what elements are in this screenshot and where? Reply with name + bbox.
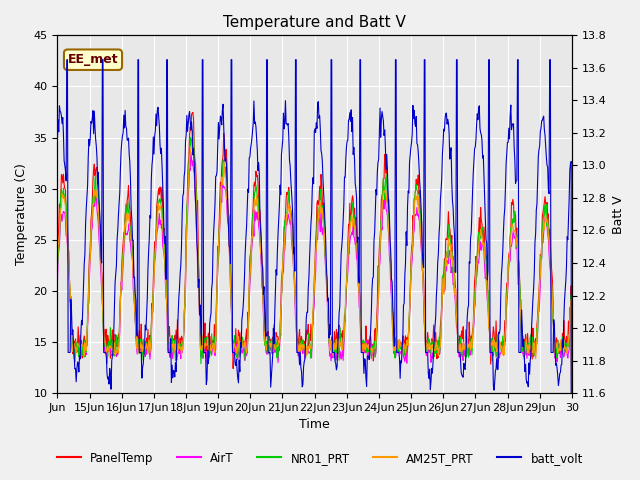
X-axis label: Time: Time xyxy=(300,419,330,432)
Text: EE_met: EE_met xyxy=(68,53,118,66)
Y-axis label: Batt V: Batt V xyxy=(612,195,625,234)
Y-axis label: Temperature (C): Temperature (C) xyxy=(15,163,28,265)
Legend: PanelTemp, AirT, NR01_PRT, AM25T_PRT, batt_volt: PanelTemp, AirT, NR01_PRT, AM25T_PRT, ba… xyxy=(52,447,588,469)
Title: Temperature and Batt V: Temperature and Batt V xyxy=(223,15,406,30)
